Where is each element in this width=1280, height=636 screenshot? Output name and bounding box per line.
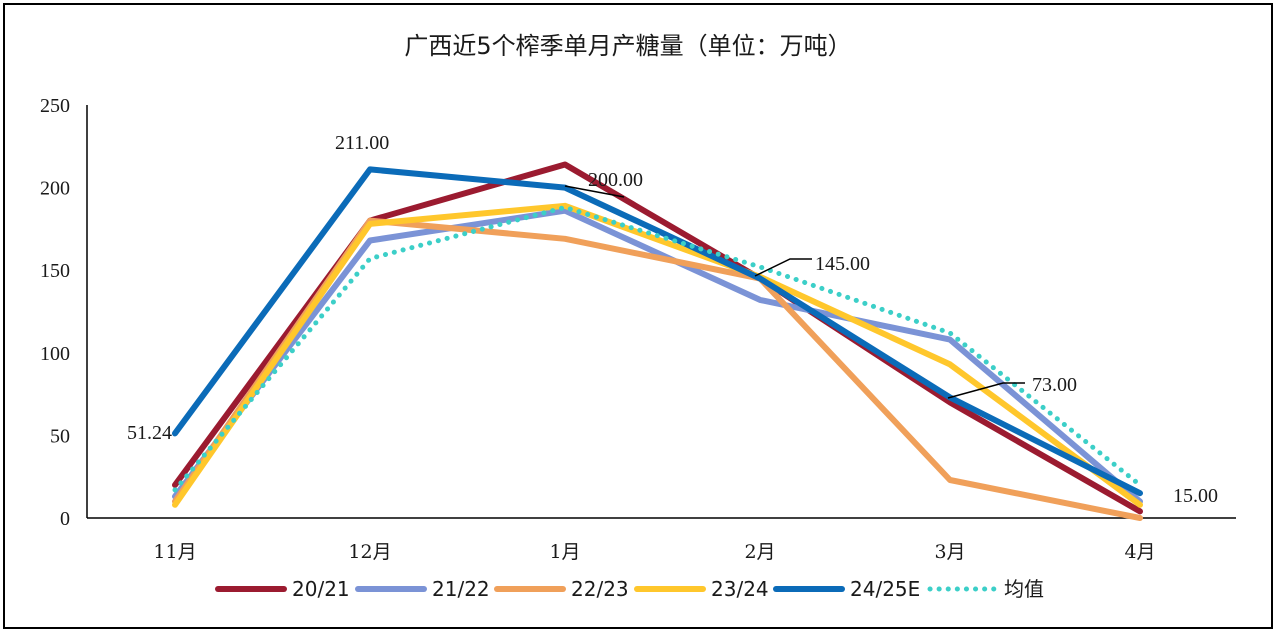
tick-labels: 0 50 100 150 200 250 11月 12月 1月 2月 3月 4月 <box>40 95 1156 563</box>
legend-label: 均值 <box>1004 577 1044 601</box>
x-tick-label: 3月 <box>934 541 965 563</box>
data-label: 51.24 <box>127 422 172 444</box>
y-tick-label: 200 <box>40 178 70 200</box>
data-label: 15.00 <box>1173 485 1218 507</box>
data-label: 200.00 <box>588 169 643 191</box>
y-tick-label: 100 <box>40 343 70 365</box>
x-tick-label: 11月 <box>153 541 196 563</box>
legend-label: 23/24 <box>711 577 769 601</box>
series-line-21-22 <box>172 207 1143 505</box>
y-tick-label: 150 <box>40 260 70 282</box>
chart-title: 广西近5个榨季单月产糖量（单位：万吨） <box>404 32 851 60</box>
x-tick-label: 12月 <box>348 541 391 563</box>
series-line-20-21 <box>172 161 1143 515</box>
series-line-23-24 <box>172 202 1143 508</box>
data-label-leader <box>754 258 812 277</box>
data-label: 145.00 <box>815 253 870 275</box>
legend-label: 21/22 <box>432 577 490 601</box>
axes <box>86 105 1236 519</box>
x-tick-label: 1月 <box>549 541 580 563</box>
x-tick-label: 2月 <box>744 541 775 563</box>
data-label-leader <box>947 382 1025 399</box>
y-tick-label: 0 <box>60 508 70 530</box>
legend-label: 20/21 <box>292 577 350 601</box>
y-tick-label: 50 <box>50 425 70 447</box>
x-tick-label: 4月 <box>1124 541 1155 563</box>
legend-label: 22/23 <box>571 577 629 601</box>
data-label: 73.00 <box>1032 374 1077 396</box>
series-lines <box>172 161 1143 521</box>
chart-frame <box>3 3 1273 629</box>
y-tick-label: 250 <box>40 95 70 117</box>
legend: 20/21 21/22 22/23 23/24 24/25E 均值 <box>215 577 1044 601</box>
series-line-24-25E <box>172 166 1143 497</box>
legend-label: 24/25E <box>850 577 920 601</box>
data-labels: 51.24 211.00 200.00 145.00 73.00 15.00 <box>127 132 1218 507</box>
data-label-leader <box>564 185 625 198</box>
data-label: 211.00 <box>335 132 389 154</box>
